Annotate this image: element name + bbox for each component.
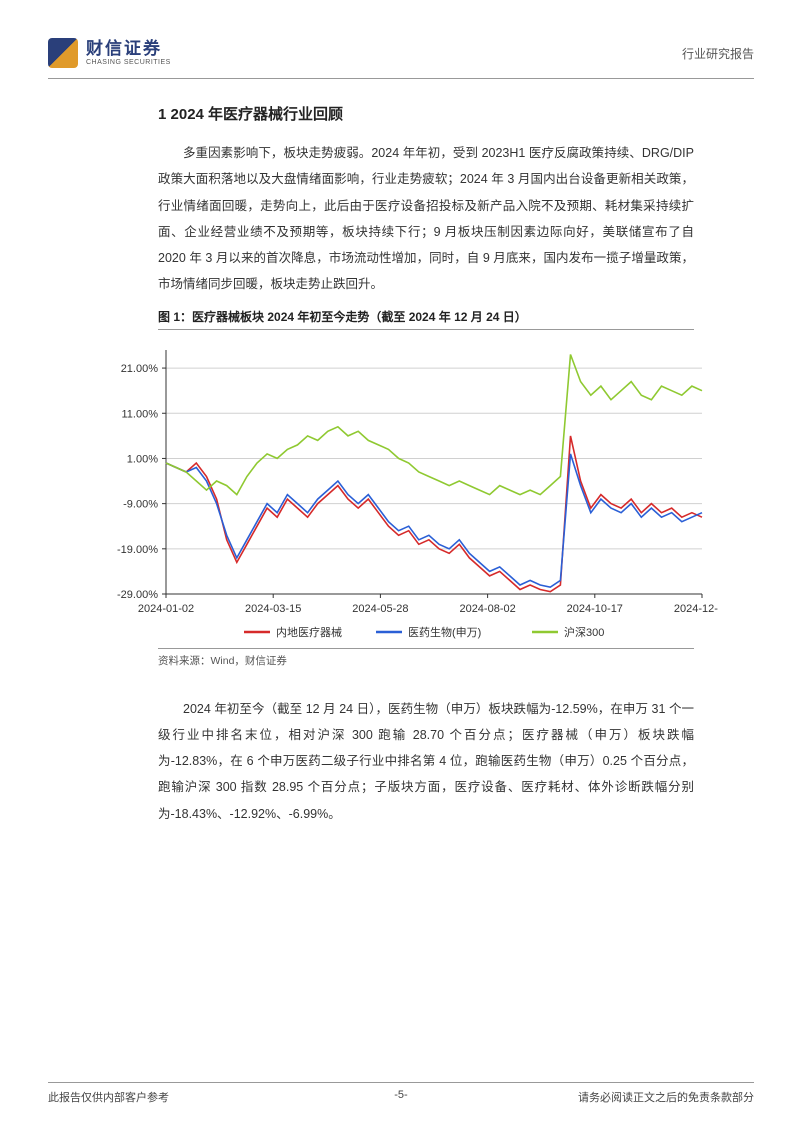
svg-text:2024-01-02: 2024-01-02	[138, 603, 194, 615]
svg-text:沪深300: 沪深300	[564, 625, 604, 639]
svg-text:-29.00%: -29.00%	[117, 589, 158, 601]
page-footer: 此报告仅供内部客户参考 -5- 请务必阅读正文之后的免责条款部分	[48, 1082, 754, 1105]
svg-text:21.00%: 21.00%	[121, 363, 159, 375]
report-type-label: 行业研究报告	[682, 45, 754, 62]
svg-text:医药生物(申万): 医药生物(申万)	[408, 625, 481, 639]
source-line: 资料来源：Wind，财信证券	[158, 648, 694, 668]
footer-page-number: -5-	[394, 1089, 407, 1101]
line-chart: -29.00% -19.00% -9.00% 1.00% 11.00% 21.00% 202…	[98, 336, 718, 646]
page-container: 财信证券 CHASING SECURITIES 行业研究报告 1 2024 年医…	[0, 0, 802, 1133]
svg-text:内地医疗器械: 内地医疗器械	[276, 625, 342, 639]
page-header: 财信证券 CHASING SECURITIES 行业研究报告	[48, 38, 754, 79]
footer-left: 此报告仅供内部客户参考	[48, 1089, 169, 1105]
svg-text:-9.00%: -9.00%	[123, 498, 158, 510]
content-column: 1 2024 年医疗器械行业回顾 多重因素影响下，板块走势疲弱。2024 年年初…	[48, 103, 754, 827]
svg-text:2024-03-15: 2024-03-15	[245, 603, 301, 615]
paragraph-1: 多重因素影响下，板块走势疲弱。2024 年年初，受到 2023H1 医疗反腐政策…	[158, 140, 694, 298]
svg-text:-19.00%: -19.00%	[117, 543, 158, 555]
svg-text:11.00%: 11.00%	[122, 408, 159, 420]
logo-block: 财信证券 CHASING SECURITIES	[48, 38, 171, 68]
paragraph-2: 2024 年初至今（截至 12 月 24 日），医药生物（申万）板块跌幅为-12…	[158, 696, 694, 827]
logo-title-en: CHASING SECURITIES	[86, 59, 171, 67]
svg-text:1.00%: 1.00%	[127, 453, 158, 465]
svg-text:2024-10-17: 2024-10-17	[567, 603, 623, 615]
svg-text:2024-08-02: 2024-08-02	[459, 603, 515, 615]
logo-icon	[48, 38, 78, 68]
svg-text:2024-12-23: 2024-12-23	[674, 603, 718, 615]
logo-text: 财信证券 CHASING SECURITIES	[86, 40, 171, 66]
logo-title-cn: 财信证券	[86, 40, 171, 59]
section-title: 1 2024 年医疗器械行业回顾	[158, 103, 694, 124]
svg-text:2024-05-28: 2024-05-28	[352, 603, 408, 615]
chart-container: -29.00% -19.00% -9.00% 1.00% 11.00% 21.00% 202…	[98, 336, 714, 646]
figure-caption: 图 1：医疗器械板块 2024 年初至今走势（截至 2024 年 12 月 24…	[158, 308, 694, 330]
footer-right: 请务必阅读正文之后的免责条款部分	[578, 1089, 754, 1105]
